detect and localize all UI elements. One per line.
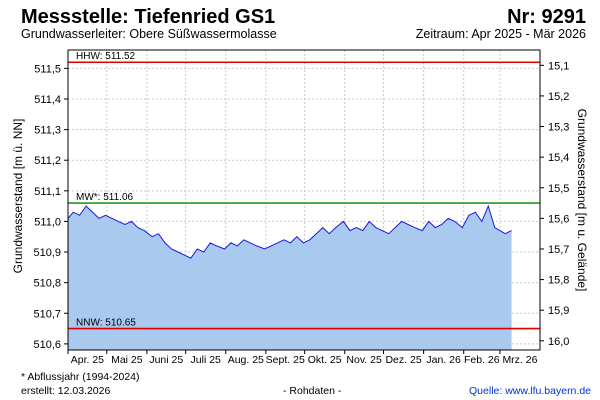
y-tick-label-right: 15,2	[548, 91, 569, 103]
period-label: Zeitraum: Apr 2025 - Mär 2026	[415, 27, 586, 41]
x-tick-label: Feb. 26	[464, 354, 500, 366]
x-tick-label: Juni 25	[149, 354, 183, 366]
x-tick-label: Mai 25	[111, 354, 143, 366]
y-tick-label-right: 15,9	[548, 305, 569, 317]
y-tick-label-right: 16,0	[548, 336, 569, 348]
x-tick-label: Apr. 25	[71, 354, 104, 366]
y-tick-label-right: 15,6	[548, 213, 569, 225]
reference-label: MW*: 511.06	[76, 192, 133, 203]
reference-label: HHW: 511.52	[76, 51, 136, 62]
water-level-line	[67, 204, 512, 259]
y-tick-label-right: 15,8	[548, 275, 569, 287]
y-tick-label-left: 510,6	[33, 339, 61, 351]
y-tick-label-right: 15,4	[548, 152, 569, 164]
y-tick-label-left: 511,4	[34, 94, 61, 106]
created-date: erstellt: 12.03.2026	[21, 385, 111, 397]
y-axis-left-label: Grundwasserstand [m ü. NN]	[11, 119, 25, 274]
x-tick-label: Okt. 25	[308, 354, 342, 366]
y-axis-right-ticks: 15,1 15,2 15,3 15,4 15,5 15,6 15,7 15,8 15,9 16,0	[540, 60, 569, 348]
y-tick-label-right: 15,3	[548, 122, 569, 134]
y-axis-left-ticks: 511,5 511,4 511,3 511,2 511,1 511,0 510,9 510,8…	[33, 63, 68, 351]
y-axis-right-label: Grundwasserstand [m u. Gelände]	[575, 109, 589, 292]
y-tick-label-left: 510,7	[33, 308, 61, 320]
reference-label: NNW: 510.65	[76, 318, 136, 329]
x-tick-label: Aug. 25	[228, 354, 264, 366]
station-number: Nr: 9291	[507, 6, 586, 28]
x-tick-label: Sept. 25	[266, 354, 305, 366]
reference-lines: HHW: 511.52 MW*: 511.06 NNW: 510.65	[68, 51, 540, 330]
aquifer-label: Grundwasserleiter: Obere Süßwassermolass…	[21, 27, 277, 41]
footnote: * Abflussjahr (1994-2024)	[21, 371, 140, 383]
x-tick-label: Dez. 25	[385, 354, 421, 366]
y-tick-label-left: 511,1	[34, 186, 61, 198]
x-tick-label: Juli 25	[191, 354, 222, 366]
y-tick-label-left: 511,0	[34, 216, 61, 228]
y-tick-label-left: 511,2	[34, 155, 61, 167]
rawdata-note: - Rohdaten -	[283, 385, 342, 397]
y-tick-label-left: 510,9	[33, 247, 61, 259]
y-tick-label-right: 15,5	[548, 183, 569, 195]
y-tick-label-left: 511,5	[34, 63, 61, 75]
y-tick-label-right: 15,7	[548, 244, 569, 256]
plot-frame	[67, 49, 541, 351]
x-tick-label: Nov. 25	[346, 354, 382, 366]
x-axis-ticks: Apr. 25 Mai 25 Juni 25 Juli 25 Aug. 25 Sept. …	[67, 350, 538, 366]
y-tick-label-left: 510,8	[33, 278, 61, 290]
source-link[interactable]: Quelle: www.lfu.bayern.de	[469, 385, 591, 397]
y-tick-label-right: 15,1	[548, 60, 569, 72]
x-tick-label: Mrz. 26	[502, 354, 537, 366]
station-title: Messstelle: Tiefenried GS1	[21, 6, 276, 28]
y-tick-label-left: 511,3	[34, 125, 61, 137]
water-level-area	[68, 206, 512, 350]
x-tick-label: Jan. 26	[426, 354, 461, 366]
